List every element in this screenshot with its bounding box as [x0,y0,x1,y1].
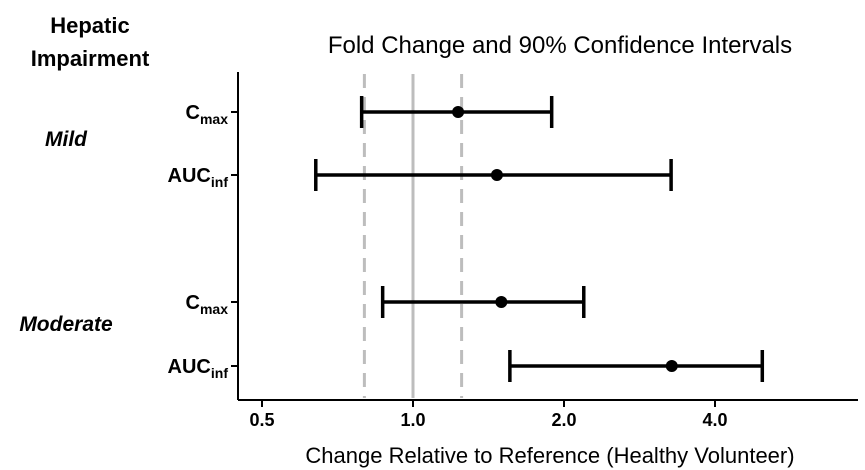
x-tick-label-2.0: 2.0 [551,410,576,430]
group-label-mild: Mild [45,128,88,151]
chart-title: Fold Change and 90% Confidence Intervals [328,32,792,59]
x-tick-label-4.0: 4.0 [702,410,727,430]
point-estimate-mild-aucinf [490,169,503,181]
point-estimate-moderate-cmax [495,296,508,308]
row-label-moderate-cmax: Cmax [186,292,229,317]
row-labels: Cmax AUCinf Cmax AUCinf [168,102,238,381]
row-label-mild-aucinf: AUCinf [168,165,229,190]
row-label-mild-cmax: Cmax [186,102,229,127]
row-label-moderate-aucinf: AUCinf [168,356,229,381]
x-axis-ticks: 0.5 1.0 2.0 4.0 [249,400,728,430]
x-tick-label-1.0: 1.0 [400,410,425,430]
y-axis-title-line1: Hepatic [50,13,129,38]
plot-area [314,74,765,398]
point-estimate-moderate-aucinf [665,360,678,372]
x-tick-label-0.5: 0.5 [249,410,274,430]
y-axis-title-line2: Impairment [31,46,150,71]
group-labels: Mild Moderate [19,128,113,336]
point-estimate-mild-cmax [452,106,465,118]
group-label-moderate: Moderate [19,313,113,336]
x-axis-title: Change Relative to Reference (Healthy Vo… [305,443,794,468]
